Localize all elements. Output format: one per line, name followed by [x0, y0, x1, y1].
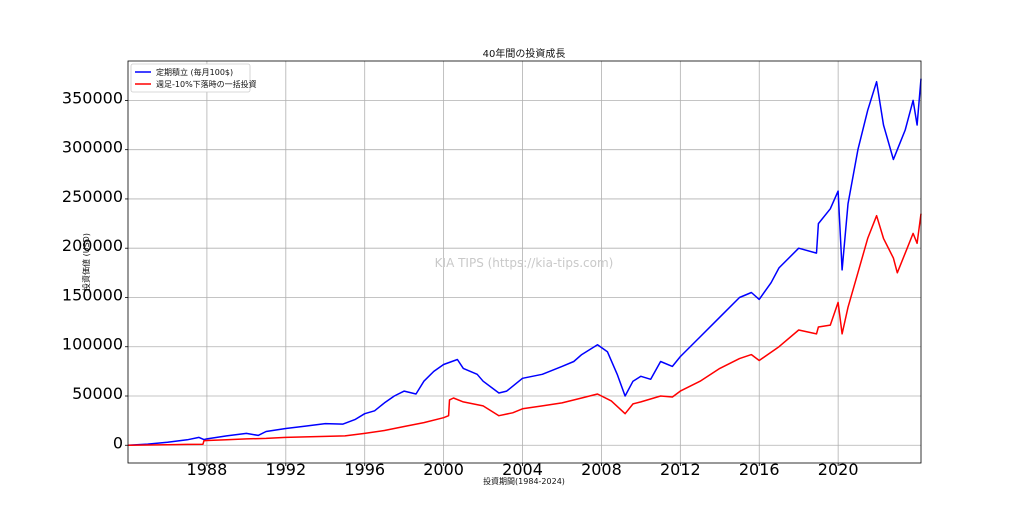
y-tick-label: 350000 [62, 88, 123, 107]
y-tick-label: 250000 [62, 187, 123, 206]
y-tick-label: 100000 [62, 335, 123, 354]
series-lines [127, 78, 922, 447]
legend-box [130, 63, 251, 93]
y-tick-label: 50000 [72, 384, 123, 403]
x-tick-label: 1996 [344, 460, 385, 479]
x-tick-label: 1992 [265, 460, 306, 479]
x-tick-label: 2004 [502, 460, 543, 479]
grid-lines [128, 61, 921, 463]
x-tick-label: 2008 [581, 460, 622, 479]
chart-title: 40年間の投資成長 [483, 47, 566, 60]
series-line-1 [127, 213, 922, 447]
x-tick-label: 2020 [818, 460, 859, 479]
legend-label-series-0: 定期積立 (毎月100$) [156, 67, 233, 77]
x-tick-label: 2016 [739, 460, 780, 479]
x-axis-ticks: 1988 1992 1996 2000 2004 2008 2012 2016 2020 [187, 460, 859, 479]
y-axis-ticks: 0 50000 100000 150000 200000 250000 300000 3500… [62, 88, 128, 452]
y-tick-label: 150000 [62, 285, 123, 304]
series-line-0 [127, 78, 922, 447]
y-axis-label: 投資価値 (USD) [81, 233, 91, 291]
x-tick-label: 1988 [187, 460, 228, 479]
y-tick-label: 200000 [62, 236, 123, 255]
x-axis-label: 投資期間(1984-2024) [483, 476, 565, 486]
x-tick-label: 2000 [423, 460, 464, 479]
x-tick-label: 2012 [660, 460, 701, 479]
legend: 定期積立 (毎月100$) 週足-10%下落時の一括投資 [130, 63, 257, 93]
y-tick-label: 300000 [62, 138, 123, 157]
legend-label-series-1: 週足-10%下落時の一括投資 [156, 79, 257, 89]
y-tick-label: 0 [113, 433, 123, 452]
watermark-text: KIA TIPS (https://kia-tips.com) [435, 256, 614, 270]
plot-frame [127, 60, 922, 464]
